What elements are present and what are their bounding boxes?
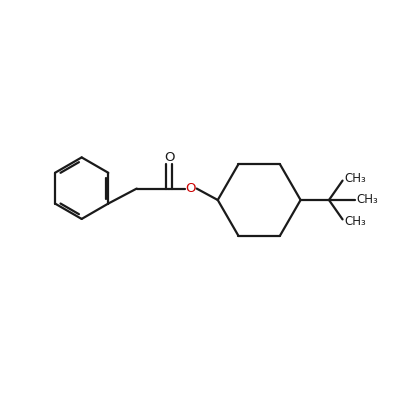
- Text: CH₃: CH₃: [356, 194, 378, 206]
- Text: CH₃: CH₃: [344, 215, 366, 228]
- Text: O: O: [186, 182, 196, 195]
- Text: O: O: [164, 150, 174, 164]
- Text: CH₃: CH₃: [344, 172, 366, 185]
